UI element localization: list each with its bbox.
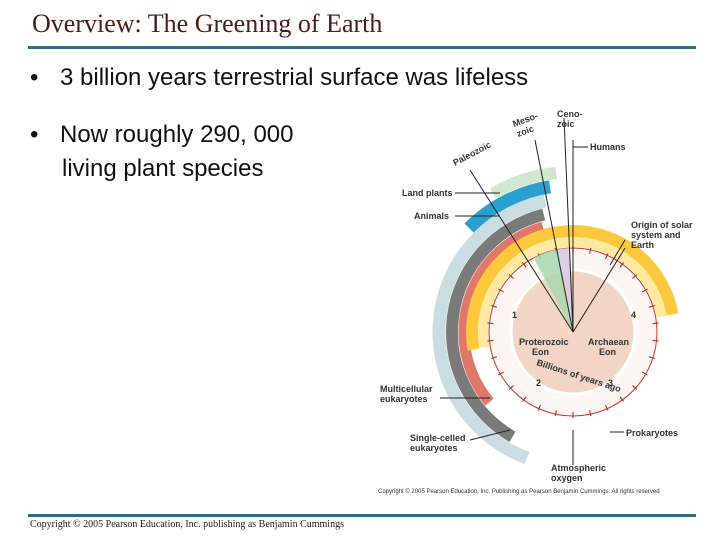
clock-tick — [487, 339, 494, 342]
clock-number: 4 — [631, 310, 636, 320]
clock-tick — [652, 322, 659, 325]
wedge-paleozoic — [533, 249, 573, 332]
clock-tick — [491, 356, 498, 360]
bullet-text: 3 billion years terrestrial surface was … — [60, 64, 529, 91]
footer-rule — [28, 514, 696, 517]
clock-tick — [498, 371, 505, 376]
clock-tick — [521, 262, 527, 268]
event-label: eukaryotes — [380, 394, 428, 404]
clock-tick — [604, 404, 609, 411]
clock-tick — [491, 304, 498, 308]
clock-tick — [589, 247, 592, 254]
bullet-marker: • — [30, 121, 39, 148]
diagram-copyright: Copyright © 2005 Pearson Education, Inc.… — [378, 488, 660, 495]
event-label: system and — [631, 230, 681, 240]
pointer-line — [469, 169, 574, 333]
pointer-line — [469, 429, 511, 441]
clock-tick — [648, 356, 655, 360]
footer-copyright: Copyright © 2005 Pearson Education, Inc.… — [30, 519, 344, 530]
clock-number: 1 — [512, 310, 517, 320]
eon-label: Eon — [599, 347, 616, 357]
event-label: Multicellular — [380, 384, 433, 394]
event-label: eukaryotes — [410, 443, 458, 453]
event-label: Animals — [414, 211, 449, 221]
era-label: Ceno- — [557, 109, 583, 119]
event-label: Single-celled — [410, 433, 466, 443]
clock-tick — [487, 322, 494, 325]
band-single-celled — [432, 194, 547, 465]
slide-title: Overview: The Greening of Earth — [32, 9, 383, 38]
clock-tick — [604, 253, 609, 260]
band-land-plants — [464, 180, 552, 233]
era-label: Paleozoic — [451, 139, 492, 167]
bullet-line: Now roughly 290, 000 — [60, 121, 294, 148]
event-label: Origin of solar — [631, 220, 693, 230]
clock-tick — [619, 396, 625, 402]
band-animals — [458, 221, 545, 406]
band-multicellular — [446, 208, 546, 442]
pointer-line — [572, 247, 626, 333]
eon-label: Archaean — [588, 337, 629, 347]
bullet-marker: • — [30, 64, 39, 91]
pointer-line — [609, 239, 626, 266]
clock-number: 3 — [608, 378, 613, 388]
clock-tick — [652, 339, 659, 342]
clock-tick — [589, 410, 592, 417]
bullet-text: Now roughly 290, 000 living plant specie… — [60, 118, 293, 186]
clock-tick — [632, 385, 638, 390]
clock-tick — [498, 288, 505, 293]
clock-tick — [508, 385, 514, 390]
clock-tick — [521, 396, 527, 402]
clock-tick — [554, 410, 557, 417]
bullet-line: living plant species — [62, 155, 264, 182]
event-label: Atmospheric — [551, 463, 606, 473]
pointer-line — [534, 139, 574, 333]
event-label: Prokaryotes — [626, 428, 678, 438]
title-rule — [28, 46, 696, 49]
pointer-line — [563, 117, 574, 333]
era-label: zoic — [557, 119, 575, 129]
clock-tick — [641, 371, 648, 376]
event-label: oxygen — [551, 473, 583, 483]
event-label: Humans — [590, 142, 626, 152]
clock-tick — [508, 274, 514, 279]
clock-tick — [641, 288, 648, 293]
band-paleozoic — [490, 166, 558, 199]
clock-tick — [632, 274, 638, 279]
clock-number: 2 — [536, 378, 541, 388]
clock-tick — [619, 262, 625, 268]
eon-label: Proterozoic — [519, 337, 569, 347]
band-prokaryotes-inner — [478, 237, 667, 349]
event-label: Land plants — [402, 188, 453, 198]
eon-label: Eon — [532, 347, 549, 357]
clock-tick — [648, 304, 655, 308]
band-prokaryotes — [466, 225, 679, 351]
event-label: Earth — [631, 240, 654, 250]
clock-tick — [537, 404, 542, 411]
